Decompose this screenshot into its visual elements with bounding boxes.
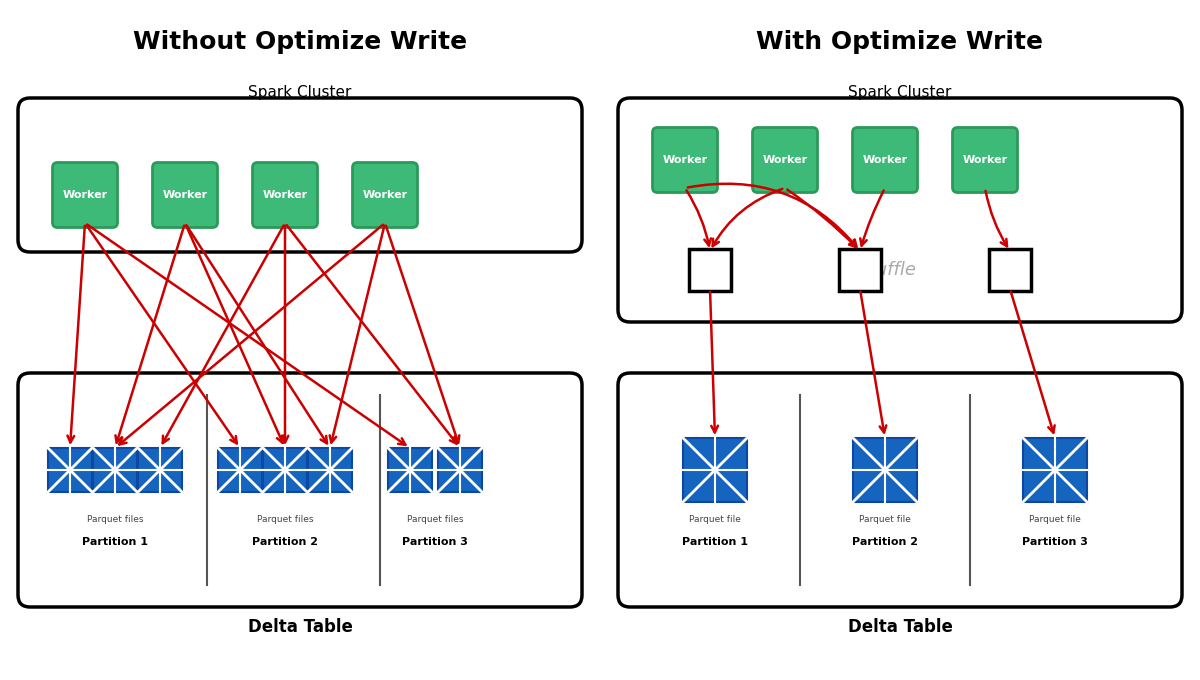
FancyBboxPatch shape — [252, 163, 318, 228]
Text: Partition 3: Partition 3 — [1022, 537, 1088, 547]
FancyBboxPatch shape — [48, 448, 92, 492]
FancyBboxPatch shape — [1022, 438, 1087, 502]
FancyBboxPatch shape — [689, 249, 731, 291]
FancyBboxPatch shape — [438, 448, 482, 492]
Text: Partition 3: Partition 3 — [402, 537, 468, 547]
Text: Delta Table: Delta Table — [847, 618, 953, 636]
Text: Parquet files: Parquet files — [86, 515, 143, 524]
Text: Worker: Worker — [263, 190, 307, 200]
Text: Worker: Worker — [962, 155, 1008, 165]
Text: Worker: Worker — [362, 190, 408, 200]
Text: Partition 1: Partition 1 — [682, 537, 748, 547]
FancyBboxPatch shape — [989, 249, 1031, 291]
FancyBboxPatch shape — [388, 448, 432, 492]
FancyBboxPatch shape — [152, 163, 217, 228]
FancyBboxPatch shape — [138, 448, 182, 492]
Text: Parquet file: Parquet file — [1030, 515, 1081, 524]
FancyBboxPatch shape — [852, 128, 918, 192]
Text: Partition 2: Partition 2 — [252, 537, 318, 547]
FancyBboxPatch shape — [353, 163, 418, 228]
Text: Spark Cluster: Spark Cluster — [248, 85, 352, 100]
FancyBboxPatch shape — [653, 128, 718, 192]
Text: Parquet file: Parquet file — [859, 515, 911, 524]
FancyBboxPatch shape — [263, 448, 307, 492]
Text: Shuffle: Shuffle — [853, 261, 917, 279]
Text: Partition 2: Partition 2 — [852, 537, 918, 547]
Text: Worker: Worker — [863, 155, 907, 165]
Text: Delta Table: Delta Table — [247, 618, 353, 636]
FancyBboxPatch shape — [853, 438, 917, 502]
Text: With Optimize Write: With Optimize Write — [756, 30, 1044, 54]
Text: Spark Cluster: Spark Cluster — [848, 85, 952, 100]
Text: Parquet files: Parquet files — [257, 515, 313, 524]
Text: Worker: Worker — [162, 190, 208, 200]
FancyBboxPatch shape — [308, 448, 352, 492]
Text: Worker: Worker — [662, 155, 708, 165]
Text: Worker: Worker — [62, 190, 108, 200]
Text: Parquet files: Parquet files — [407, 515, 463, 524]
FancyBboxPatch shape — [94, 448, 137, 492]
FancyBboxPatch shape — [839, 249, 881, 291]
FancyBboxPatch shape — [683, 438, 746, 502]
FancyBboxPatch shape — [218, 448, 262, 492]
Text: Partition 1: Partition 1 — [82, 537, 148, 547]
Text: Without Optimize Write: Without Optimize Write — [133, 30, 467, 54]
FancyBboxPatch shape — [53, 163, 118, 228]
Text: Parquet file: Parquet file — [689, 515, 740, 524]
FancyBboxPatch shape — [752, 128, 817, 192]
Text: Worker: Worker — [762, 155, 808, 165]
FancyBboxPatch shape — [953, 128, 1018, 192]
